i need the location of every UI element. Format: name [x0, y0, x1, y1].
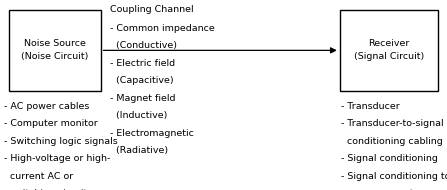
Text: - Transducer-to-signal: - Transducer-to-signal — [341, 119, 443, 128]
Text: (Conductive): (Conductive) — [110, 41, 177, 50]
Text: (Capacitive): (Capacitive) — [110, 76, 173, 85]
Text: - Magnet field: - Magnet field — [110, 94, 175, 103]
Text: Noise Source
(Noise Circuit): Noise Source (Noise Circuit) — [21, 39, 89, 61]
Text: - Electric field: - Electric field — [110, 59, 175, 68]
Text: - Electromagnetic: - Electromagnetic — [110, 129, 194, 138]
Text: Coupling Channel: Coupling Channel — [110, 5, 193, 14]
Text: measurement: measurement — [341, 189, 413, 190]
Text: - Switching logic signals: - Switching logic signals — [4, 137, 117, 146]
Text: - Signal conditioning: - Signal conditioning — [341, 154, 438, 163]
Text: conditioning cabling: conditioning cabling — [341, 137, 443, 146]
Text: - Common impedance: - Common impedance — [110, 24, 214, 33]
Text: - AC power cables: - AC power cables — [4, 102, 89, 111]
Text: - High-voltage or high-: - High-voltage or high- — [4, 154, 110, 163]
Text: (Inductive): (Inductive) — [110, 111, 167, 120]
Text: - Transducer: - Transducer — [341, 102, 399, 111]
Text: - Computer monitor: - Computer monitor — [4, 119, 97, 128]
Bar — [9, 10, 101, 91]
Text: switching circuits: switching circuits — [4, 189, 92, 190]
Text: (Radiative): (Radiative) — [110, 146, 168, 155]
Text: Receiver
(Signal Circuit): Receiver (Signal Circuit) — [354, 39, 424, 61]
Bar — [340, 10, 438, 91]
Text: current AC or: current AC or — [4, 172, 73, 180]
Text: - Signal conditioning to: - Signal conditioning to — [341, 172, 447, 180]
